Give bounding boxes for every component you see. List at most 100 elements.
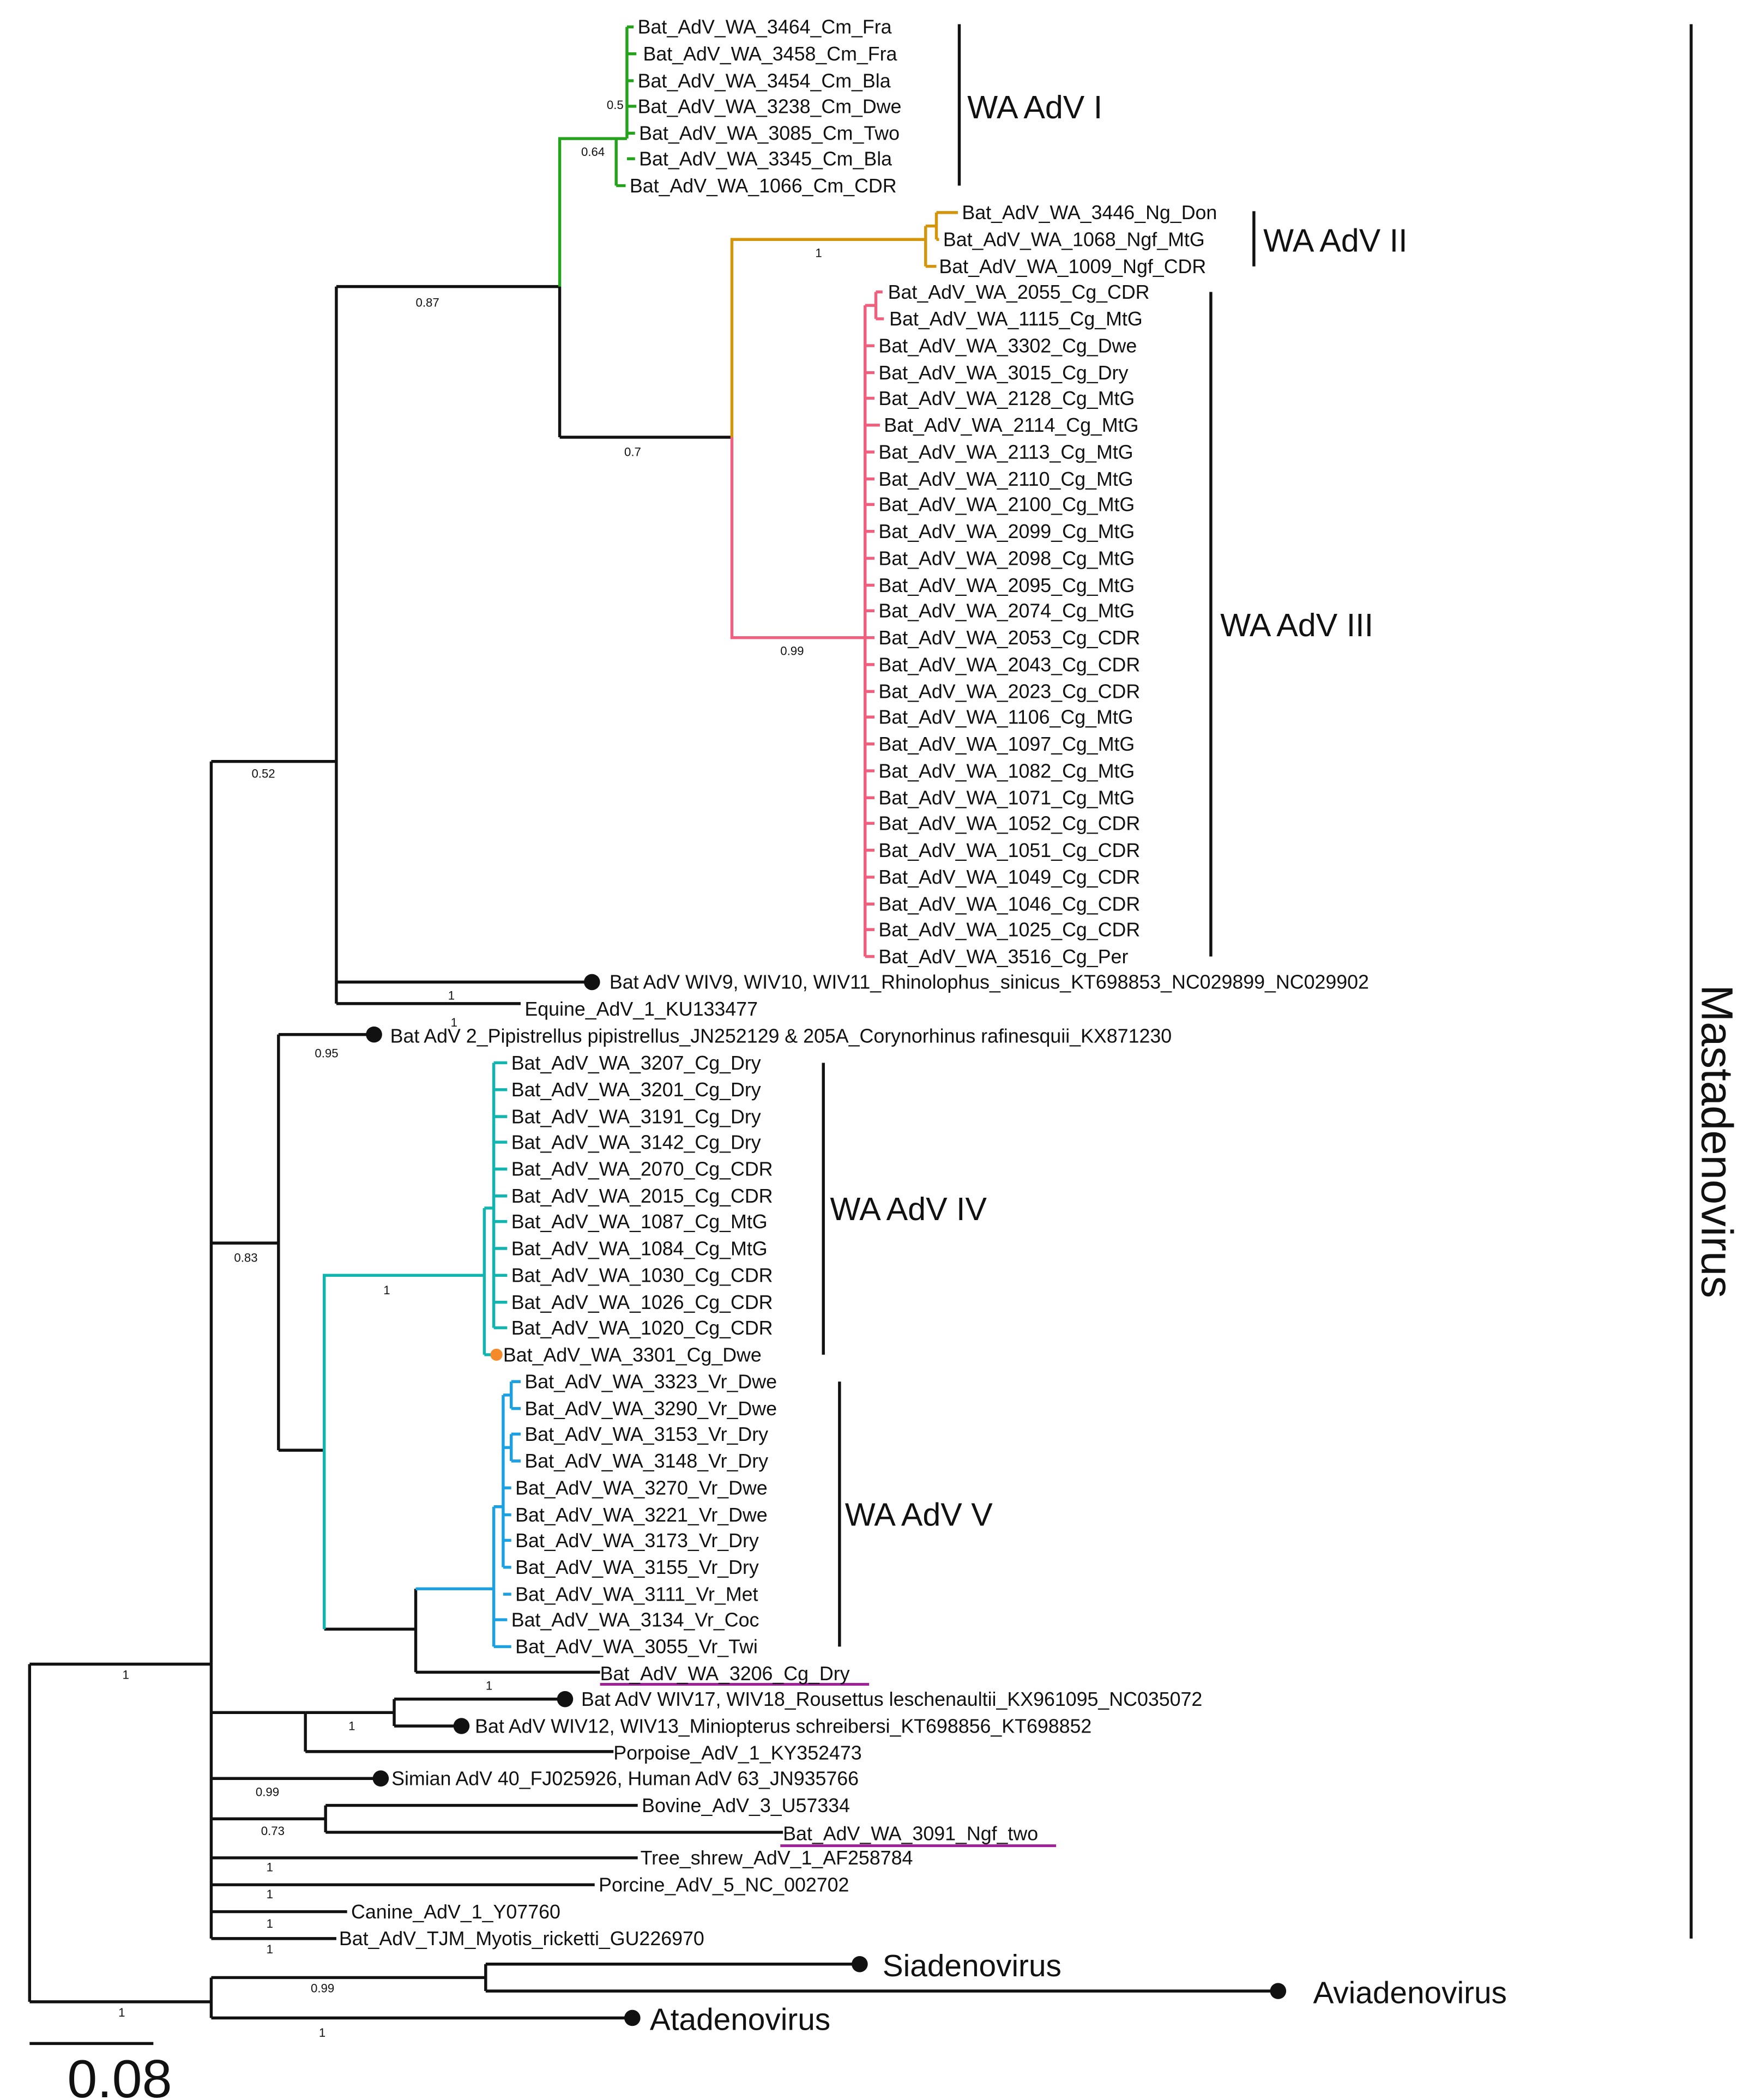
dot-wiv17 — [557, 1691, 574, 1707]
leaf-label: Bat_AdV_WA_2114_Cg_MtG — [884, 414, 1138, 436]
support-value: 0.7 — [624, 445, 641, 459]
aviadenovirus-label: Aviadenovirus — [1313, 1976, 1506, 2010]
clade-label-ii: WA AdV II — [1263, 222, 1407, 258]
leaf-label: Bat_AdV_WA_1049_Cg_CDR — [878, 866, 1140, 888]
leaf-label: Bat_AdV_WA_1087_Cg_MtG — [511, 1211, 768, 1233]
leaf-label: Bat AdV WIV17, WIV18_Rousettus leschenau… — [581, 1688, 1202, 1710]
siadenovirus-label: Siadenovirus — [883, 1949, 1062, 1983]
scale-label: 0.08 — [67, 2049, 172, 2100]
dot-3301-highlight — [490, 1348, 503, 1361]
leaf-label: Bat_AdV_WA_2100_Cg_MtG — [878, 494, 1135, 516]
leaf-label: Bat_AdV_WA_3191_Cg_Dry — [511, 1106, 761, 1127]
leaf-label: Bat_AdV_WA_2095_Cg_MtG — [878, 575, 1135, 596]
clade-1-branches — [558, 25, 637, 287]
leaf-label: Bat_AdV_WA_3015_Cg_Dry — [878, 362, 1128, 384]
dot-simian — [372, 1770, 389, 1787]
leaf-label: Bat_AdV_WA_2053_Cg_CDR — [878, 627, 1140, 649]
leaf-label: Bat_AdV_WA_1071_Cg_MtG — [878, 787, 1135, 809]
leaf-label: Canine_AdV_1_Y07760 — [351, 1901, 560, 1923]
leaf-label: Bat_AdV_WA_2128_Cg_MtG — [878, 388, 1135, 409]
node-073 — [211, 1803, 783, 1834]
leaf-label: Bat_AdV_WA_3345_Cm_Bla — [639, 148, 892, 170]
leaf-label: Bat_AdV_WA_3111_Vr_Met — [515, 1584, 758, 1606]
node-outgroup — [209, 1963, 1278, 2020]
support-value: 0.5 — [607, 98, 624, 112]
leaf-label: Bat_AdV_WA_2113_Cg_MtG — [878, 441, 1133, 463]
leaf-label: Bat_AdV_WA_3238_Cm_Dwe — [638, 95, 902, 117]
collapsed-clade-dots — [366, 974, 1287, 2026]
clade-3-branches — [730, 290, 884, 958]
leaf-label: Bat_AdV_WA_2015_Cg_CDR — [511, 1185, 773, 1207]
leaf-label: Bat_AdV_WA_1052_Cg_CDR — [878, 813, 1140, 835]
leaf-label: Bat AdV WIV12, WIV13_Miniopterus schreib… — [475, 1715, 1091, 1737]
leaf-label: Bat_AdV_WA_1068_Ngf_MtG — [943, 229, 1205, 251]
leaf-label: Bat_AdV_WA_1082_Cg_MtG — [878, 760, 1135, 782]
leaf-label: Bat_AdV_WA_3446_Ng_Don — [962, 202, 1217, 224]
support-value: 1 — [383, 1283, 390, 1297]
root-branch — [28, 1662, 212, 2004]
support-value: 0.87 — [416, 296, 439, 310]
dot-atadeno — [624, 2010, 641, 2026]
leaf-label: Bat_AdV_WA_3458_Cm_Fra — [643, 43, 897, 65]
leaf-label: Bat_AdV_WA_1025_Cg_CDR — [878, 919, 1140, 940]
support-value: 0.99 — [256, 1785, 279, 1799]
leaf-label: Bat_AdV_WA_1106_Cg_MtG — [878, 707, 1133, 728]
support-value: 1 — [267, 1887, 273, 1901]
leaf-label: Bat_AdV_WA_3301_Cg_Dwe — [503, 1344, 762, 1366]
atadenovirus-label: Atadenovirus — [650, 2003, 830, 2037]
support-value: 1 — [319, 2026, 325, 2039]
clade-label-v: WA AdV V — [845, 1496, 993, 1532]
highlight-underlines — [600, 1683, 1057, 1848]
leaf-label: Bat_AdV_WA_3290_Vr_Dwe — [524, 1398, 777, 1420]
leaf-label: Porpoise_AdV_1_KY352473 — [613, 1742, 861, 1764]
leaf-label: Porcine_AdV_5_NC_002702 — [599, 1874, 849, 1896]
node-1-f — [211, 1711, 614, 1753]
clade-5-branches — [415, 1380, 521, 1649]
leaf-label: Equine_AdV_1_KU133477 — [524, 998, 758, 1020]
dot-wiv9 — [583, 974, 600, 991]
support-value: 1 — [486, 1679, 492, 1692]
support-value: 1 — [448, 988, 455, 1002]
node-1-f2 — [305, 1697, 565, 1728]
node-052 — [211, 286, 338, 1004]
support-value: 0.73 — [261, 1824, 285, 1838]
leaf-label: Bat_AdV_WA_3173_Vr_Dry — [515, 1530, 759, 1552]
leaf-label: Bat_AdV_WA_2043_Cg_CDR — [878, 654, 1140, 675]
leaf-label: Bat_AdV_WA_3454_Cm_Bla — [638, 70, 891, 92]
support-value: 1 — [267, 1917, 273, 1930]
support-value: 1 — [815, 246, 822, 260]
support-value: 1 — [267, 1942, 273, 1956]
leaf-label: Tree_shrew_AdV_1_AF258784 — [641, 1847, 913, 1869]
leaf-label: Bat_AdV_WA_3516_Cg_Per — [878, 946, 1128, 968]
dot-wiv12 — [453, 1718, 470, 1734]
leaf-label: Bat_AdV_WA_3155_Vr_Dry — [515, 1556, 759, 1578]
leaf-label: Bat_AdV_WA_2099_Cg_MtG — [878, 521, 1135, 542]
leaf-label: Bat_AdV_WA_3091_Ngf_two — [783, 1823, 1038, 1845]
leaf-label: Bat_AdV_WA_3323_Vr_Dwe — [524, 1371, 777, 1393]
support-value: 0.95 — [315, 1047, 338, 1060]
leaf-label: Bat_AdV_WA_3085_Cm_Two — [639, 123, 900, 144]
leaf-label: Bat_AdV_TJM_Myotis_ricketti_GU226970 — [339, 1928, 704, 1950]
leaf-label: Bat_AdV_WA_3142_Cg_Dry — [511, 1131, 761, 1153]
leaf-label: Bat_AdV_WA_1026_Cg_CDR — [511, 1292, 773, 1313]
leaf-label: Bat_AdV_WA_2070_Cg_CDR — [511, 1158, 773, 1180]
leaf-label: Bat_AdV_WA_2055_Cg_CDR — [888, 281, 1150, 303]
leaf-label: Bat_AdV_WA_2023_Cg_CDR — [878, 681, 1140, 703]
leaf-label: Bat_AdV_WA_2098_Cg_MtG — [878, 547, 1135, 569]
dot-aviadeno — [1270, 1983, 1287, 1999]
support-value: 0.64 — [581, 145, 605, 159]
leaf-label: Bat_AdV_WA_1097_Cg_MtG — [878, 733, 1135, 755]
clade-label-iii: WA AdV III — [1220, 607, 1373, 643]
leaf-label: Bovine_AdV_3_U57334 — [642, 1795, 850, 1817]
leaf-labels: Bat_AdV_WA_3464_Cm_Fra Bat_AdV_WA_3458_C… — [339, 16, 1369, 1950]
leaf-label: Bat_AdV_WA_2110_Cg_MtG — [878, 468, 1133, 490]
node-083 — [211, 1034, 280, 1451]
leaf-label: Bat AdV 2_Pipistrellus pipistrellus_JN25… — [390, 1025, 1172, 1047]
node-087 — [336, 285, 562, 437]
clade-bars — [822, 24, 1693, 1939]
leaf-label: Simian AdV 40_FJ025926, Human AdV 63_JN9… — [391, 1768, 859, 1790]
mastadenovirus-label: Mastadenovirus — [1692, 985, 1742, 1298]
leaf-label: Bat_AdV_WA_1066_Cm_CDR — [630, 175, 897, 197]
leaf-label: Bat_AdV_WA_3302_Cg_Dwe — [878, 335, 1137, 357]
